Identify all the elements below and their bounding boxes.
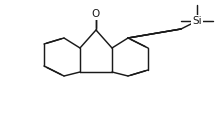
Text: Si: Si	[192, 16, 202, 26]
Text: O: O	[92, 9, 100, 19]
